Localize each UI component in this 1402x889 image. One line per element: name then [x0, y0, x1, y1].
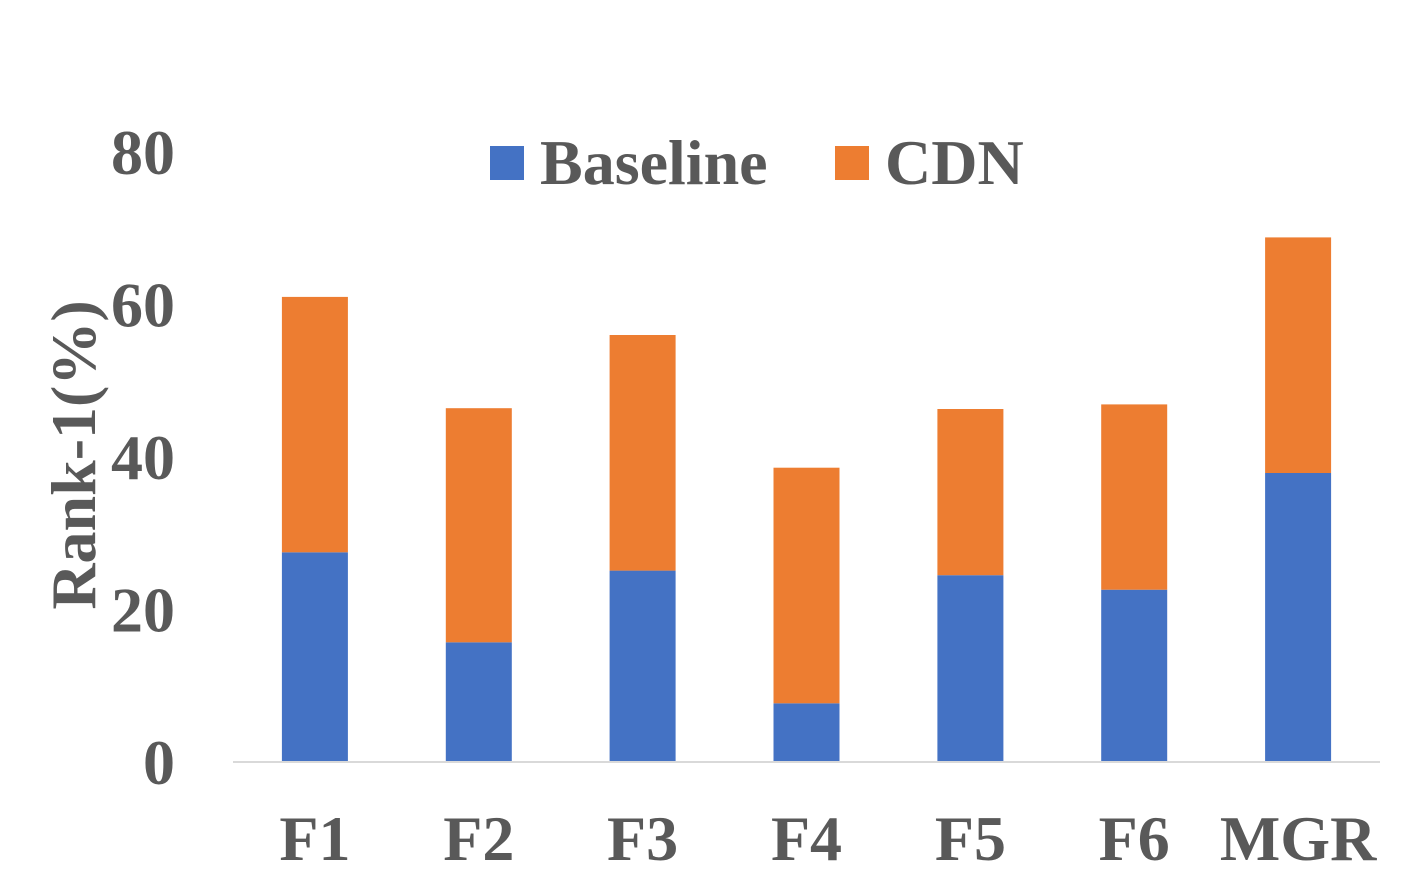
- bar-baseline-mgr: [1265, 473, 1332, 762]
- y-axis-title: Rank-1(%): [38, 300, 109, 609]
- x-category-label: F4: [771, 803, 842, 874]
- legend-item-cdn[interactable]: CDN: [835, 127, 1024, 198]
- x-category-label: F5: [935, 803, 1006, 874]
- legend[interactable]: Baseline CDN: [490, 127, 1024, 198]
- y-axis-tick-labels: 0 20 40 60 80: [111, 117, 175, 798]
- legend-swatch: [490, 146, 524, 180]
- x-category-label: F3: [607, 803, 678, 874]
- bar-baseline-f1: [281, 552, 348, 762]
- bar-cdn-f4: [773, 467, 840, 704]
- bar-cdn-mgr: [1265, 237, 1332, 473]
- x-axis-category-labels: F1 F2 F3 F4 F5 F6 MGR: [279, 803, 1377, 874]
- x-category-label: F2: [443, 803, 514, 874]
- bar-cdn-f3: [609, 335, 676, 571]
- bar-cdn-f5: [937, 409, 1004, 576]
- y-tick-label: 60: [111, 270, 175, 341]
- x-category-label: MGR: [1220, 803, 1377, 874]
- bar-cdn-f2: [445, 408, 512, 643]
- bar-cdn-f1: [281, 296, 348, 553]
- bar-baseline-f5: [937, 575, 1004, 762]
- y-tick-label: 0: [143, 727, 175, 798]
- bar-baseline-f6: [1101, 589, 1168, 762]
- x-category-label: F1: [279, 803, 350, 874]
- y-tick-label: 80: [111, 117, 175, 188]
- x-category-label: F6: [1099, 803, 1170, 874]
- bar-baseline-f2: [445, 642, 512, 762]
- bar-cdn-f6: [1101, 404, 1168, 590]
- y-tick-label: 20: [111, 575, 175, 646]
- y-tick-label: 40: [111, 422, 175, 493]
- legend-item-baseline[interactable]: Baseline: [490, 127, 768, 198]
- legend-label: CDN: [885, 127, 1024, 198]
- bar-baseline-f4: [773, 703, 840, 762]
- plot-area: [233, 237, 1380, 763]
- legend-swatch: [835, 146, 869, 180]
- legend-label: Baseline: [540, 127, 768, 198]
- bar-baseline-f3: [609, 570, 676, 762]
